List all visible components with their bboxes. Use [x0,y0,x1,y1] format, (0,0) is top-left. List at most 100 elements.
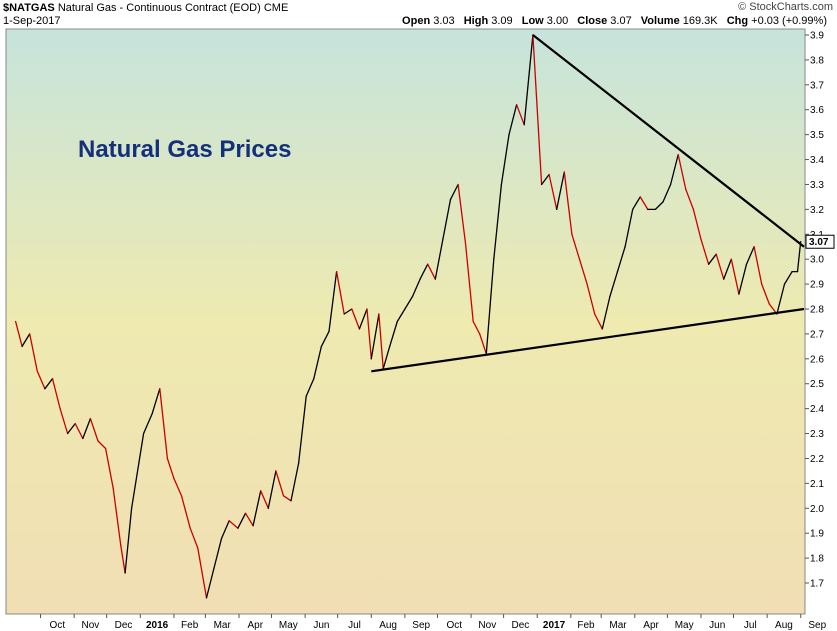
x-tick-label: Jul [744,620,757,631]
x-tick-label: May [279,620,298,631]
price-segment [508,104,518,136]
quote-low-value: 3.00 [546,15,569,27]
y-tick-label: 3.9 [810,31,824,42]
x-tick-label: Jun [313,620,329,631]
x-tick-label: May [675,620,694,631]
source-credit: © StockCharts.com [738,1,833,13]
price-segment [173,477,183,497]
price-segment [479,333,487,355]
price-segment [500,133,510,186]
price-segment [51,378,61,410]
price-segment [715,253,725,280]
price-segment [358,308,368,330]
price-segment [632,196,641,211]
price-segment [616,246,626,273]
price-segment [120,544,126,574]
quote-high-value: 3.09 [491,15,513,27]
price-segment [180,495,191,529]
x-tick-label: Feb [181,620,199,631]
price-segment [351,308,361,330]
price-segment [252,490,262,527]
price-segment [396,308,406,323]
price-segment [601,295,611,330]
x-tick-label: Aug [379,620,397,631]
x-tick-label: Nov [82,620,100,631]
y-tick-label: 3.3 [810,180,824,191]
last-value-tag: 3.07 [805,234,835,249]
x-tick-label: Dec [512,620,530,631]
quote-summary: Open 3.03 High 3.09 Low 3.00 Close 3.07 … [402,15,833,27]
x-axis: Oct Nov Dec 2016 Feb Mar Apr May Jun Jul Aug Sep Oct… [40,614,827,631]
price-segment [776,283,786,315]
price-segment [677,153,687,191]
y-axis: 1.7 1.8 1.9 2.0 2.1 2.2 2.3 2.4 2.5 2.6 2.7 2.8 2.9 3… [805,31,824,590]
y-tick-label: 2.4 [810,404,824,415]
x-tick-label: Sep [412,620,430,631]
price-segment [434,238,444,280]
x-tick-label: Nov [478,620,496,631]
trendlines [371,34,805,373]
price-segment [21,333,31,348]
price-segment [82,417,92,440]
quote-close-label: Close [577,15,608,27]
exchange: CME [263,2,289,14]
price-segment [213,537,223,569]
price-segment [745,246,755,265]
price-segment [730,258,740,295]
x-tick-label: Apr [643,620,659,631]
price-segment [609,270,619,298]
x-tick-label: Feb [577,620,595,631]
price-segment [738,263,748,295]
price-segment [700,238,710,265]
y-tick-label: 3.4 [810,155,824,166]
price-segment [548,173,558,211]
price-segment [389,320,398,348]
quote-high-label: High [463,15,489,27]
price-segment [197,547,208,599]
quote-open-value: 3.03 [433,15,455,27]
y-tick-label: 2.9 [810,280,824,291]
price-segment [723,258,732,280]
chart-annotation: Natural Gas Prices [78,136,291,163]
price-segment [305,378,315,397]
price-segment [66,422,76,435]
price-segment [166,457,175,480]
chart-date: 1-Sep-2017 [3,15,61,27]
x-tick-label: 2016 [146,620,169,631]
y-tick-label: 1.8 [810,554,824,565]
y-tick-label: 2.6 [810,354,824,365]
quote-chg-value: +0.03 (+0.99%) [751,15,827,27]
price-segment [685,188,695,211]
price-segment [267,470,277,509]
price-segment [571,233,581,260]
price-segment [586,283,596,315]
price-segment [472,320,481,335]
x-tick-label: Jul [348,620,361,631]
price-segment [205,567,215,599]
price-segment [59,407,69,435]
x-tick-label: Apr [247,620,263,631]
price-segment [220,520,230,539]
price-segment [142,412,153,435]
price-segment [29,333,38,372]
price-segment [189,527,199,549]
price-segment [556,171,565,211]
price-segment [74,422,84,440]
y-tick-label: 2.0 [810,504,824,515]
quote-volume-label: Volume [640,15,680,27]
x-tick-label: Oct [50,620,66,631]
y-tick-label: 3.0 [810,255,824,266]
plot-area [5,28,806,615]
price-segment [370,313,380,360]
price-segment [796,241,802,273]
last-value-box [805,234,835,249]
price-segment [515,104,525,126]
price-segment [540,173,550,186]
price-segment [335,270,345,315]
price-segment [382,345,391,370]
price-segment [783,270,793,285]
price-segment [260,490,269,509]
price-segment [130,432,145,509]
price-segment [328,270,338,333]
